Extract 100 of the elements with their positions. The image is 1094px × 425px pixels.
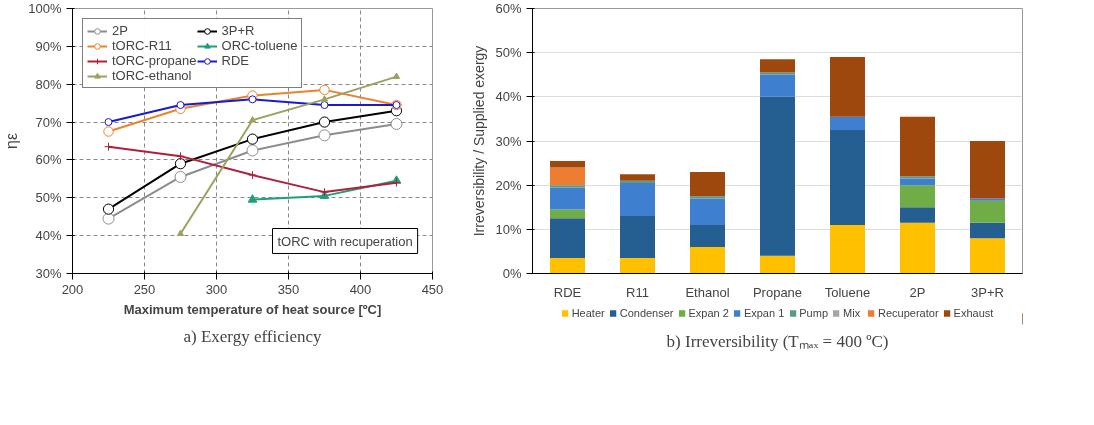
bar bbox=[900, 185, 935, 208]
bar bbox=[550, 167, 585, 186]
y-axis-title: ηε bbox=[3, 132, 21, 150]
point bbox=[102, 212, 115, 225]
point bbox=[248, 95, 257, 104]
bar bbox=[900, 178, 935, 186]
legend-label: Mix bbox=[843, 307, 862, 319]
x-tick-label: 3P+R bbox=[971, 284, 1004, 300]
x-tick-label: Ethanol bbox=[685, 284, 730, 300]
legend-label: ORC-toluene bbox=[221, 38, 298, 53]
y-tick-label: 50% bbox=[495, 45, 522, 61]
bar bbox=[690, 171, 725, 197]
legend-label: Expan 2 bbox=[688, 307, 729, 319]
legend-label: tORC-propane bbox=[112, 53, 197, 68]
x-tick-label: 200 bbox=[61, 281, 84, 297]
y-tick-label: 40% bbox=[35, 228, 62, 244]
legend-label: Heater bbox=[571, 307, 605, 319]
legend-label: tORC-ethanol bbox=[112, 68, 192, 83]
bar bbox=[760, 255, 795, 274]
legend-label: tORC-R11 bbox=[112, 38, 172, 53]
x-tick-label: 400 bbox=[349, 281, 372, 297]
point bbox=[248, 116, 257, 123]
legend-label: 2P bbox=[112, 23, 129, 38]
bar bbox=[970, 141, 1005, 199]
legend-label: Expan 1 bbox=[743, 307, 785, 319]
bar bbox=[550, 218, 585, 259]
x-tick-label: Propane bbox=[752, 284, 803, 300]
point bbox=[318, 116, 331, 128]
y-tick-label: 80% bbox=[35, 76, 62, 92]
point bbox=[104, 118, 113, 127]
point bbox=[102, 203, 115, 215]
bar bbox=[550, 185, 585, 188]
x-tick-label: Toluene bbox=[824, 284, 871, 300]
bar bbox=[620, 216, 655, 259]
bar bbox=[550, 258, 585, 274]
x-tick-label: 350 bbox=[277, 281, 300, 297]
bar bbox=[690, 224, 725, 247]
annotation: tORC with recuperation bbox=[277, 233, 413, 249]
x-tick-label: 250 bbox=[133, 281, 156, 297]
point bbox=[246, 144, 259, 157]
bar bbox=[690, 247, 725, 274]
bar bbox=[550, 209, 585, 219]
point bbox=[176, 151, 185, 161]
legend-label: 3P+R bbox=[221, 23, 255, 38]
point bbox=[176, 101, 185, 110]
text: b) Irreversibility (Tₘₐₓ = 400 ºC) bbox=[666, 331, 889, 351]
bar bbox=[690, 198, 725, 225]
point bbox=[318, 129, 331, 142]
bar bbox=[900, 222, 935, 274]
y-tick-label: 60% bbox=[35, 152, 62, 168]
y-tick-label: 100% bbox=[28, 1, 62, 16]
bar bbox=[830, 224, 865, 274]
y-tick-label: 0% bbox=[502, 266, 522, 281]
bar bbox=[620, 180, 655, 183]
y-tick-label: 30% bbox=[495, 133, 522, 149]
bar bbox=[900, 176, 935, 179]
bar bbox=[970, 222, 1005, 239]
y-tick-label: 20% bbox=[495, 177, 522, 193]
bar bbox=[760, 96, 795, 256]
point bbox=[247, 194, 258, 203]
point bbox=[320, 101, 329, 110]
bar bbox=[830, 57, 865, 117]
x-tick-label: R11 bbox=[626, 284, 649, 300]
x-tick-label: RDE bbox=[553, 284, 582, 300]
point bbox=[103, 126, 114, 137]
bar bbox=[760, 72, 795, 75]
point bbox=[176, 229, 185, 237]
point bbox=[174, 158, 187, 170]
x-tick-label: 300 bbox=[205, 281, 228, 297]
bar bbox=[620, 182, 655, 217]
y-tick-label: 50% bbox=[35, 190, 62, 206]
y-axis-title: Irreversibility / Supplied exergy bbox=[471, 45, 488, 237]
point bbox=[320, 95, 329, 102]
legend-label: Exhaust bbox=[953, 307, 994, 319]
y-tick-label: 40% bbox=[495, 89, 522, 105]
bar bbox=[830, 129, 865, 225]
point bbox=[392, 72, 401, 79]
y-tick-label: 90% bbox=[35, 38, 62, 54]
x-axis-title: Maximum temperature of heat source [ºC] bbox=[123, 301, 382, 317]
point bbox=[390, 117, 403, 130]
legend-label: Condenser bbox=[619, 307, 674, 319]
legend-label: Recuperator bbox=[878, 307, 939, 319]
bar bbox=[620, 258, 655, 274]
y-tick-label: 60% bbox=[495, 1, 522, 16]
bar bbox=[760, 74, 795, 97]
bar bbox=[830, 116, 865, 130]
y-tick-label: 10% bbox=[495, 221, 522, 237]
x-tick-label: 450 bbox=[421, 281, 444, 297]
bar bbox=[970, 238, 1005, 274]
x-tick-label: 2P bbox=[909, 284, 926, 300]
point bbox=[174, 170, 187, 183]
point bbox=[248, 170, 257, 180]
legend-label: RDE bbox=[221, 53, 249, 68]
bar bbox=[760, 59, 795, 73]
bar bbox=[900, 116, 935, 177]
bar bbox=[550, 160, 585, 168]
bar bbox=[970, 200, 1005, 223]
text: a) Exergy efficiency bbox=[183, 326, 323, 346]
bar bbox=[620, 174, 655, 181]
bar bbox=[970, 198, 1005, 201]
